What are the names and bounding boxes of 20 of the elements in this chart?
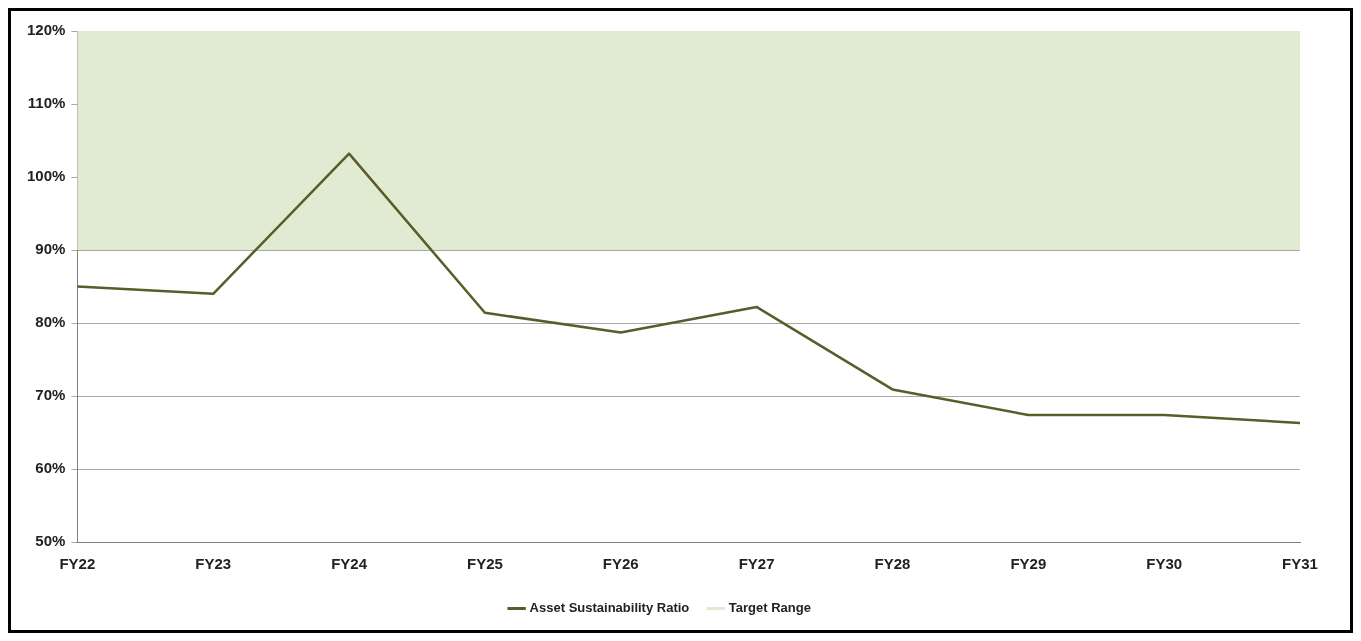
x-tick-label: FY26 — [602, 555, 639, 573]
y-tick-label: 90% — [35, 240, 66, 258]
x-tick-label: FY25 — [466, 555, 503, 573]
y-tick-label: 100% — [26, 167, 66, 185]
y-tick-label: 110% — [27, 94, 66, 112]
y-tick-label: 50% — [35, 532, 66, 550]
x-tick-label: FY31 — [1282, 555, 1318, 573]
x-tick-label: FY24 — [331, 555, 368, 573]
x-tick-label: FY28 — [874, 555, 911, 573]
x-tick-label: FY27 — [738, 555, 775, 573]
y-tick-label: 70% — [35, 386, 66, 404]
y-tick-label: 60% — [35, 459, 66, 477]
y-tick-label: 120% — [26, 21, 66, 39]
y-tick-label: 80% — [35, 313, 66, 331]
x-tick-label: FY22 — [59, 555, 96, 573]
x-tick-label: FY23 — [195, 555, 232, 573]
x-tick-label: FY29 — [1010, 555, 1047, 573]
x-tick-label: FY30 — [1146, 555, 1183, 573]
legend-label: Asset Sustainability Ratio — [529, 600, 690, 616]
legend-label: Target Range — [728, 600, 811, 616]
